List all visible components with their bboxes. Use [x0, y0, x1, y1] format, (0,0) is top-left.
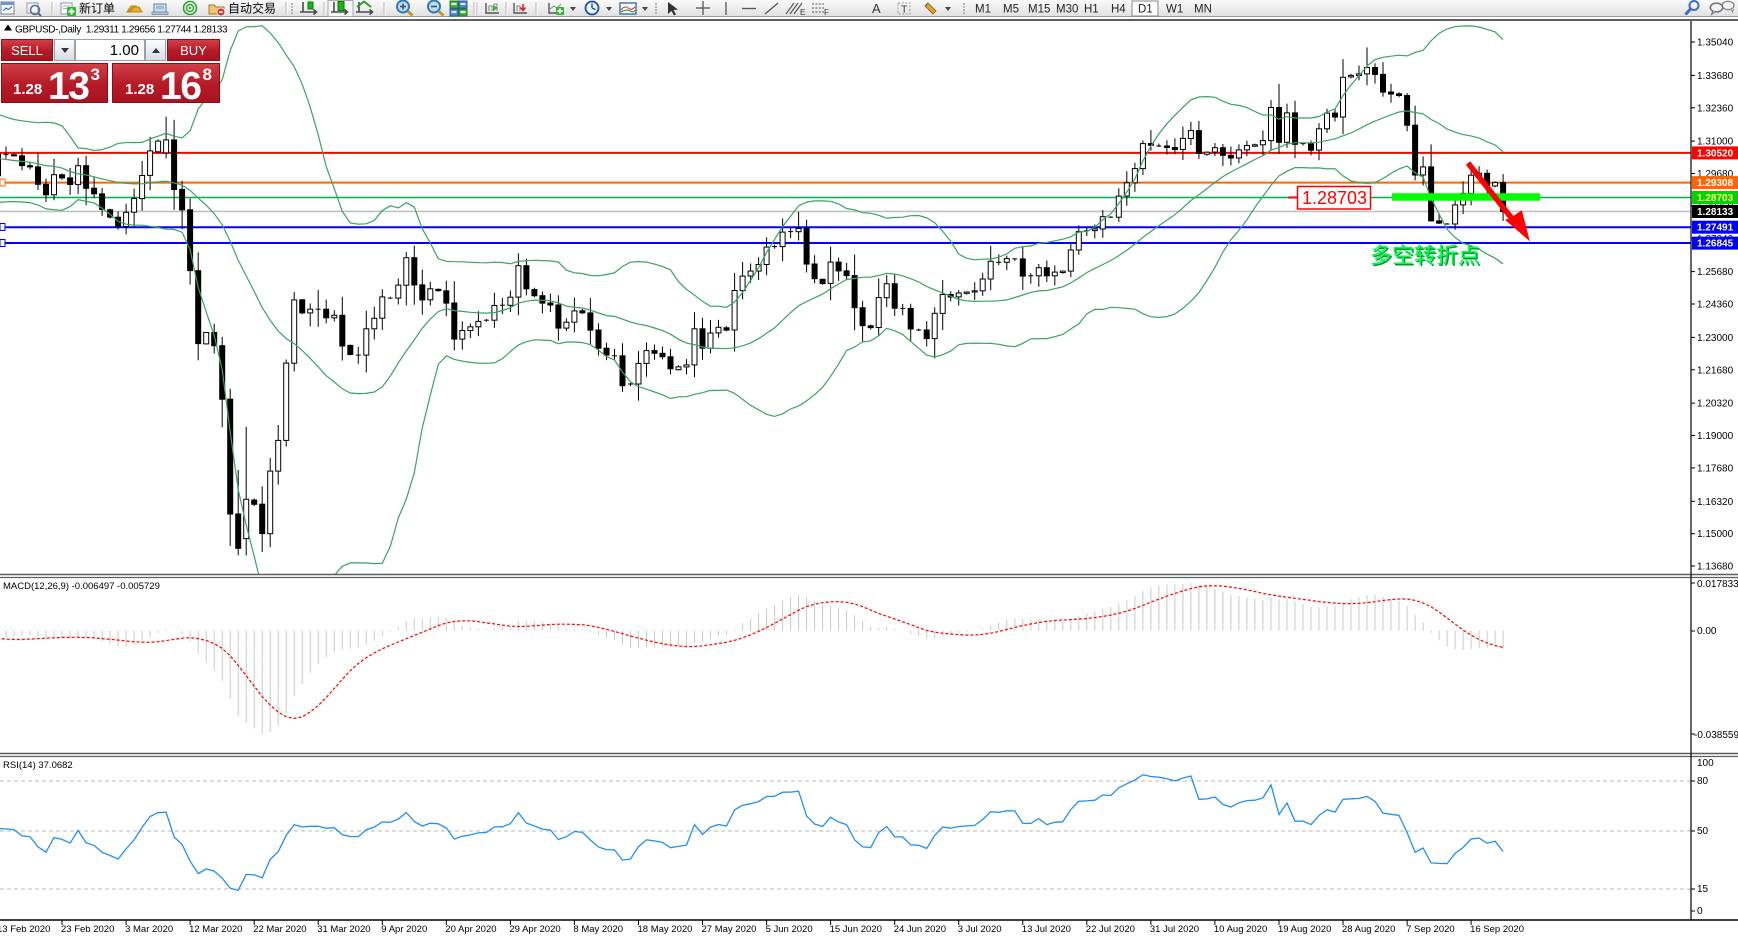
svg-text:1.23000: 1.23000	[1697, 333, 1734, 344]
svg-text:1.21680: 1.21680	[1697, 365, 1734, 376]
svg-text:F: F	[824, 8, 829, 17]
svg-text:50: 50	[1697, 826, 1709, 837]
svg-text:15: 15	[1697, 884, 1709, 895]
svg-text:M5: M5	[1003, 4, 1019, 16]
svg-text:9 Apr 2020: 9 Apr 2020	[381, 924, 427, 935]
svg-text:1.31000: 1.31000	[1697, 137, 1734, 148]
svg-text:1.28703: 1.28703	[1697, 193, 1734, 204]
svg-text:28 Aug 2020: 28 Aug 2020	[1342, 924, 1395, 935]
svg-text:20 Apr 2020: 20 Apr 2020	[445, 924, 496, 935]
svg-text:1.33680: 1.33680	[1697, 71, 1734, 82]
svg-text:22 Jul 2020: 22 Jul 2020	[1086, 924, 1135, 935]
svg-text:18 May 2020: 18 May 2020	[638, 924, 693, 935]
svg-text:-0.038559: -0.038559	[1694, 730, 1738, 741]
svg-text:1.16320: 1.16320	[1697, 497, 1734, 508]
svg-text:H4: H4	[1111, 4, 1126, 16]
svg-text:31 Mar 2020: 31 Mar 2020	[317, 924, 370, 935]
svg-text:1.15000: 1.15000	[1697, 529, 1734, 540]
svg-text:0.00: 0.00	[1697, 626, 1717, 637]
svg-text:13 Jul 2020: 13 Jul 2020	[1022, 924, 1071, 935]
svg-text:24 Jun 2020: 24 Jun 2020	[894, 924, 946, 935]
svg-text:M15: M15	[1028, 4, 1050, 16]
svg-text:5 Jun 2020: 5 Jun 2020	[766, 924, 813, 935]
svg-text:27 May 2020: 27 May 2020	[702, 924, 757, 935]
svg-text:T: T	[901, 4, 908, 16]
svg-text:W1: W1	[1166, 4, 1183, 16]
svg-text:自动交易: 自动交易	[228, 1, 276, 16]
svg-text:16 Sep 2020: 16 Sep 2020	[1470, 924, 1524, 935]
svg-text:1.25680: 1.25680	[1697, 267, 1734, 278]
svg-text:1.28133: 1.28133	[1697, 207, 1734, 218]
svg-text:D1: D1	[1138, 4, 1153, 16]
svg-text:1.29308: 1.29308	[1697, 178, 1734, 189]
svg-text:1.13680: 1.13680	[1697, 562, 1734, 573]
svg-text:1.20320: 1.20320	[1697, 399, 1734, 410]
svg-text:13 Feb 2020: 13 Feb 2020	[0, 924, 50, 935]
svg-text:10 Aug 2020: 10 Aug 2020	[1214, 924, 1267, 935]
svg-text:A: A	[872, 1, 881, 16]
svg-text:1.30520: 1.30520	[1697, 148, 1734, 159]
svg-text:100: 100	[1697, 758, 1714, 769]
svg-text:E: E	[800, 8, 805, 17]
svg-text:多空转折点: 多空转折点	[1370, 243, 1480, 268]
svg-text:3 Mar 2020: 3 Mar 2020	[125, 924, 173, 935]
svg-text:3 Jul 2020: 3 Jul 2020	[958, 924, 1002, 935]
svg-text:1.17680: 1.17680	[1697, 463, 1734, 474]
svg-text:1.32360: 1.32360	[1697, 103, 1734, 114]
svg-text:7 Sep 2020: 7 Sep 2020	[1406, 924, 1455, 935]
svg-text:GBPUSD-,Daily 1.29311 1.29656: GBPUSD-,Daily 1.29311 1.29656 1.27744 1.…	[15, 25, 228, 36]
svg-text:MACD(12,26,9) -0.006497 -0.005: MACD(12,26,9) -0.006497 -0.005729	[3, 581, 160, 592]
svg-text:1.24360: 1.24360	[1697, 300, 1734, 311]
svg-text:23 Feb 2020: 23 Feb 2020	[61, 924, 114, 935]
svg-text:新订单: 新订单	[79, 1, 115, 16]
svg-text:RSI(14) 37.0682: RSI(14) 37.0682	[3, 760, 73, 771]
svg-text:1.19000: 1.19000	[1697, 431, 1734, 442]
svg-text:19 Aug 2020: 19 Aug 2020	[1278, 924, 1331, 935]
svg-text:1.26845: 1.26845	[1697, 239, 1734, 250]
svg-text:MN: MN	[1194, 4, 1212, 16]
svg-text:M30: M30	[1056, 4, 1078, 16]
svg-text:12 Mar 2020: 12 Mar 2020	[189, 924, 242, 935]
svg-text:1.28703: 1.28703	[1302, 188, 1367, 208]
svg-text:0.017833: 0.017833	[1697, 579, 1738, 590]
svg-text:1.27491: 1.27491	[1697, 223, 1734, 234]
svg-text:H1: H1	[1084, 4, 1099, 16]
svg-text:29 Apr 2020: 29 Apr 2020	[509, 924, 560, 935]
svg-text:31 Jul 2020: 31 Jul 2020	[1150, 924, 1199, 935]
svg-text:0: 0	[1697, 906, 1703, 917]
svg-text:8 May 2020: 8 May 2020	[573, 924, 623, 935]
svg-text:80: 80	[1697, 776, 1709, 787]
svg-text:1.29680: 1.29680	[1697, 169, 1734, 180]
svg-text:M1: M1	[975, 4, 991, 16]
svg-text:22 Mar 2020: 22 Mar 2020	[253, 924, 306, 935]
svg-text:1.35040: 1.35040	[1697, 38, 1734, 49]
svg-text:15 Jun 2020: 15 Jun 2020	[830, 924, 882, 935]
